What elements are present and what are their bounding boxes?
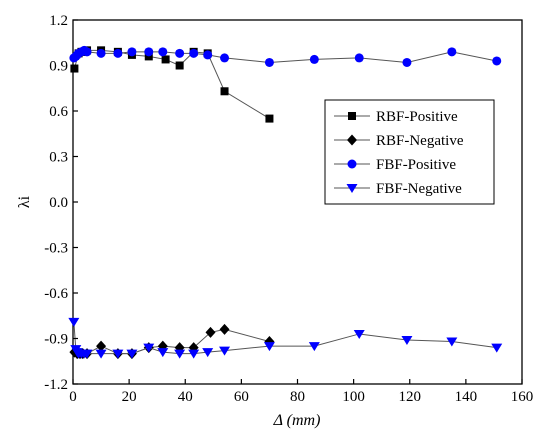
series-fbf-positive [69, 45, 502, 67]
legend-marker [347, 159, 357, 169]
data-point [354, 53, 364, 63]
legend-item: RBF-Negative [334, 133, 464, 149]
data-point [68, 317, 80, 327]
data-point [113, 48, 123, 58]
data-point [492, 56, 502, 66]
x-tick-label: 40 [178, 389, 193, 405]
data-point [220, 53, 230, 63]
data-point [491, 343, 503, 353]
data-point [189, 48, 199, 58]
x-tick-label: 140 [455, 389, 478, 405]
x-tick-label: 60 [234, 389, 249, 405]
series-fbf-negative [68, 317, 503, 359]
y-tick-label: 1.2 [49, 13, 68, 29]
data-point [144, 52, 153, 61]
data-point [353, 329, 365, 339]
data-point [309, 54, 319, 64]
legend-item: FBF-Positive [334, 157, 456, 173]
data-point [205, 326, 216, 338]
data-point [70, 64, 79, 73]
data-point [220, 87, 229, 96]
data-point [81, 349, 93, 359]
x-tick-label: 0 [69, 389, 77, 405]
data-point [264, 57, 274, 67]
x-tick-label: 100 [342, 389, 365, 405]
data-point [188, 349, 200, 359]
data-point [95, 349, 107, 359]
data-point [161, 55, 170, 64]
data-point [203, 50, 213, 60]
y-tick-label: -0.3 [44, 241, 68, 257]
data-point [158, 47, 168, 57]
legend-label: RBF-Positive [376, 109, 458, 125]
y-tick-label: 0.6 [49, 104, 68, 120]
data-point [402, 57, 412, 67]
data-point [174, 349, 186, 359]
legend-label: RBF-Negative [376, 133, 464, 149]
data-point [127, 47, 137, 57]
data-point [263, 342, 275, 352]
data-point [175, 48, 185, 58]
data-point [175, 61, 184, 70]
y-tick-label: 0.3 [49, 150, 68, 166]
legend-marker [348, 112, 356, 120]
x-tick-label: 80 [290, 389, 305, 405]
y-tick-label: -0.9 [44, 332, 68, 348]
data-point [157, 348, 169, 358]
x-tick-label: 120 [399, 389, 422, 405]
legend-marker [346, 184, 358, 193]
data-point [202, 348, 214, 358]
y-tick-label: 0.0 [49, 195, 68, 211]
y-tick-label: 0.9 [49, 59, 68, 75]
series-line [73, 321, 497, 355]
legend-marker [347, 134, 357, 146]
legend-item: RBF-Positive [334, 109, 458, 125]
series-line [73, 49, 497, 63]
y-tick-label: -1.2 [44, 377, 68, 393]
data-point [96, 48, 106, 58]
data-point [308, 342, 320, 352]
data-point [219, 323, 230, 335]
data-point [401, 336, 413, 346]
x-tick-label: 20 [122, 389, 137, 405]
data-point [446, 337, 458, 347]
data-point [265, 114, 274, 123]
data-point [112, 349, 124, 359]
y-axis-title: λi [16, 195, 33, 208]
legend: RBF-Positive RBF-Negative FBF-Positive FBF-… [324, 99, 495, 205]
series-line [73, 49, 270, 120]
legend-item: FBF-Negative [334, 181, 462, 197]
x-axis-title: Δ (mm) [273, 412, 321, 429]
x-tick-label: 160 [511, 389, 534, 405]
data-point [126, 349, 138, 359]
legend-label: FBF-Negative [376, 181, 462, 197]
data-point [82, 47, 92, 57]
legend-label: FBF-Positive [376, 157, 456, 173]
data-point [143, 343, 155, 353]
data-point [447, 47, 457, 57]
y-tick-label: -0.6 [44, 286, 68, 302]
data-point [96, 340, 107, 352]
data-point [219, 346, 231, 356]
data-point [144, 47, 154, 57]
